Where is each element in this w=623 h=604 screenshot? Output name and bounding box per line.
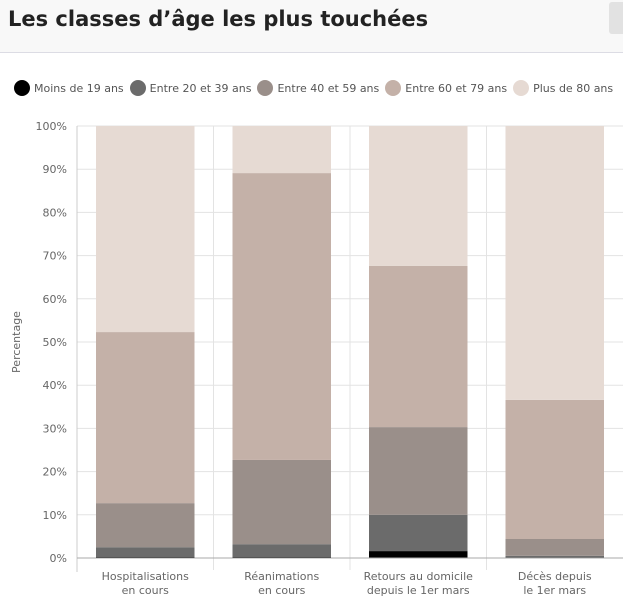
legend-label: Entre 60 et 79 ans	[405, 81, 508, 95]
bar-segment	[505, 399, 604, 539]
bar-segment	[369, 126, 468, 266]
bar-segment	[505, 555, 604, 558]
header: Les classes d’âge les plus touchées	[0, 0, 623, 53]
bar-segment	[369, 427, 468, 515]
y-tick-label: 50%	[43, 336, 67, 349]
x-tick-label: Hospitalisations	[102, 570, 189, 583]
x-tick-label: en cours	[258, 584, 306, 597]
legend-label: Moins de 19 ans	[34, 81, 124, 95]
legend: Moins de 19 ans Entre 20 et 39 ans Entre 4…	[14, 80, 619, 96]
legend-swatch	[129, 80, 146, 96]
bar-segment	[369, 514, 468, 552]
bar-segment	[232, 173, 331, 460]
legend-item[interactable]: Entre 60 et 79 ans	[385, 80, 507, 96]
x-tick-label: le 1er mars	[523, 584, 586, 597]
y-tick-label: 10%	[43, 509, 67, 522]
legend-swatch	[513, 80, 530, 96]
y-tick-label: 100%	[36, 120, 67, 133]
y-tick-label: 20%	[43, 466, 67, 479]
bar-segment	[232, 544, 331, 557]
x-tick-label: Réanimations	[244, 570, 319, 583]
bar-segment	[232, 556, 331, 558]
x-tick-label: en cours	[122, 584, 170, 597]
expand-button[interactable]	[609, 2, 623, 34]
y-tick-label: 70%	[43, 250, 67, 263]
legend-item[interactable]: Plus de 80 ans	[513, 80, 613, 96]
y-tick-label: 40%	[43, 379, 67, 392]
y-tick-label: 0%	[50, 552, 67, 565]
bar-segment	[369, 551, 468, 558]
legend-swatch	[14, 80, 30, 96]
bar-segment	[96, 556, 195, 558]
bar-segment	[369, 265, 468, 428]
x-tick-label: Retours au domicile	[364, 570, 474, 583]
x-tick-label: depuis le 1er mars	[367, 584, 470, 597]
bar-segment	[96, 547, 195, 557]
bar-segment	[96, 332, 195, 504]
legend-label: Plus de 80 ans	[533, 81, 614, 95]
y-axis-label: Percentage	[10, 311, 23, 373]
legend-label: Entre 20 et 39 ans	[149, 81, 252, 95]
x-tick-label: Décès depuis	[518, 570, 592, 583]
bar-segment	[232, 126, 331, 174]
bar-segment	[505, 126, 604, 400]
bar-segment	[96, 503, 195, 548]
y-tick-label: 80%	[43, 206, 67, 219]
y-tick-label: 30%	[43, 422, 67, 435]
legend-item[interactable]: Moins de 19 ans	[14, 80, 124, 96]
legend-swatch	[257, 80, 274, 96]
y-tick-label: 90%	[43, 163, 67, 176]
legend-item[interactable]: Entre 20 et 39 ans	[129, 80, 252, 96]
legend-swatch	[385, 80, 402, 96]
page-title: Les classes d’âge les plus touchées	[8, 7, 429, 31]
y-tick-label: 60%	[43, 293, 67, 306]
legend-item[interactable]: Entre 40 et 59 ans	[257, 80, 379, 96]
bar-segment	[96, 126, 195, 333]
bar-segment	[505, 538, 604, 556]
legend-label: Entre 40 et 59 ans	[277, 81, 380, 95]
bar-segment	[232, 459, 331, 545]
